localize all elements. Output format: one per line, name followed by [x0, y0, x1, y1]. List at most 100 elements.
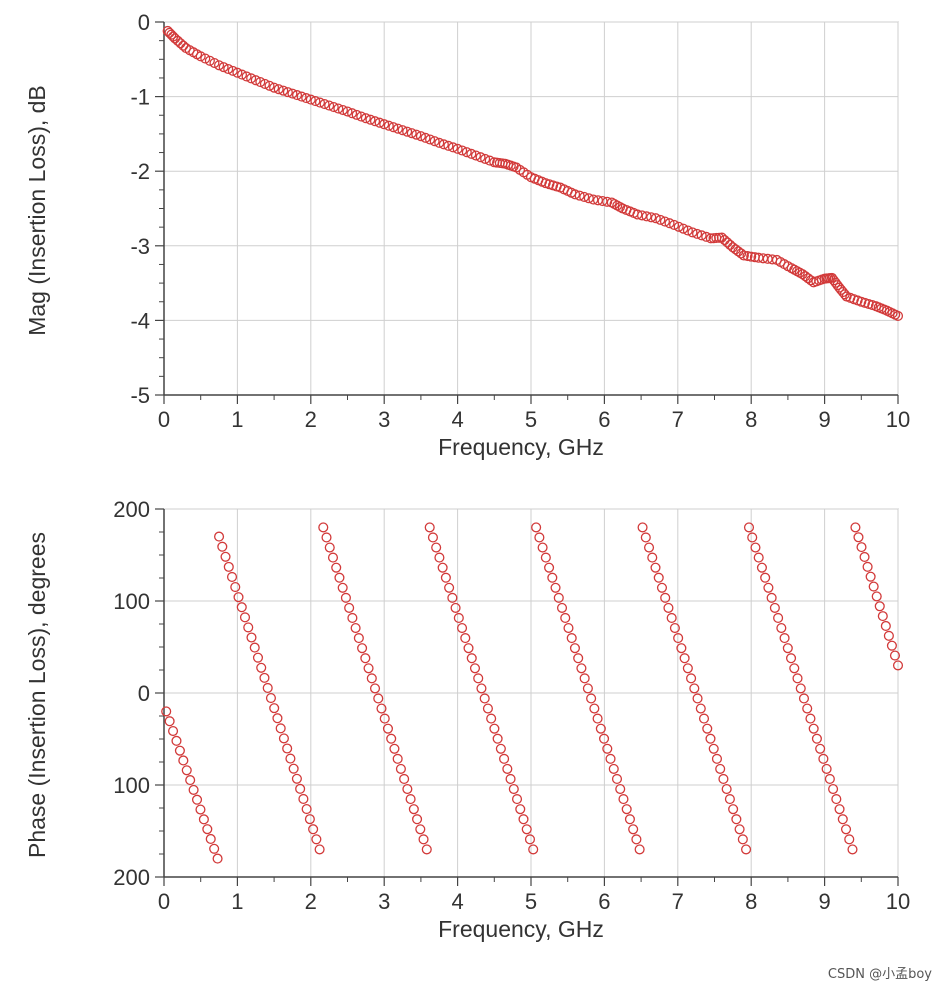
- data-point: [447, 592, 458, 603]
- x-tick-label: 2: [305, 407, 317, 432]
- data-point: [227, 65, 238, 76]
- data-point: [605, 753, 616, 764]
- data-point: [275, 723, 286, 734]
- data-point: [805, 713, 816, 724]
- data-point: [304, 814, 315, 825]
- data-point: [742, 251, 753, 262]
- data-point: [272, 713, 283, 724]
- x-tick-label: 4: [451, 889, 463, 914]
- data-point: [282, 743, 293, 754]
- y-tick-label: 100: [113, 589, 150, 614]
- data-point: [811, 733, 822, 744]
- data-point: [785, 653, 797, 664]
- data-point: [466, 148, 477, 159]
- data-point: [463, 643, 474, 654]
- data-point: [202, 824, 213, 835]
- data-point: [232, 67, 243, 78]
- data-point: [815, 743, 826, 754]
- data-point: [592, 713, 603, 724]
- data-point: [191, 794, 203, 805]
- data-point: [476, 683, 487, 694]
- x-tick-label: 1: [231, 889, 243, 914]
- data-point: [678, 223, 689, 234]
- tick-labels: 0 1 2 3 4 5 6 7 8 9 10 200 100 0 100 200: [113, 497, 910, 914]
- data-point: [874, 601, 885, 612]
- data-point: [760, 572, 771, 583]
- data-point: [310, 96, 321, 107]
- data-point: [608, 763, 619, 774]
- x-tick-label: 3: [378, 889, 390, 914]
- data-point: [243, 622, 254, 633]
- data-point: [834, 804, 845, 815]
- data-point: [388, 122, 399, 133]
- x-tick-label: 2: [305, 889, 317, 914]
- data-point: [728, 804, 739, 815]
- data-point: [452, 143, 463, 154]
- data-point: [856, 542, 867, 553]
- data-point: [664, 218, 675, 229]
- data-point: [569, 189, 581, 200]
- data-point: [682, 663, 693, 674]
- data-point: [692, 228, 703, 239]
- data-point: [265, 692, 277, 704]
- data-point: [505, 773, 516, 785]
- data-point: [246, 632, 257, 643]
- data-point: [660, 592, 671, 603]
- data-point: [379, 713, 390, 724]
- data-point: [886, 640, 897, 651]
- data-point: [556, 602, 568, 613]
- data-point: [337, 582, 348, 593]
- data-point: [877, 611, 888, 622]
- data-point: [631, 834, 642, 845]
- data-point: [701, 231, 712, 242]
- data-point: [828, 783, 839, 795]
- data-point: [252, 652, 264, 663]
- tick-labels: 0 1 2 3 4 5 6 7 8 9 10 0 -1 -2 -3 -4 -5: [130, 10, 910, 432]
- y-tick-label: 200: [113, 865, 150, 890]
- data-point: [650, 562, 661, 573]
- data-point: [418, 834, 429, 845]
- data-point: [743, 522, 755, 533]
- data-point: [818, 753, 829, 764]
- data-point: [738, 250, 749, 261]
- data-point: [209, 57, 220, 69]
- data-point: [198, 814, 209, 825]
- data-point: [473, 673, 484, 684]
- data-point: [731, 814, 742, 825]
- data-point: [447, 142, 459, 153]
- data-point: [659, 216, 671, 227]
- data-point: [365, 114, 376, 125]
- data-point: [344, 602, 355, 613]
- data-point: [250, 75, 261, 86]
- data-point: [769, 602, 780, 613]
- data-point: [278, 733, 289, 744]
- data-point: [656, 582, 668, 593]
- data-point: [576, 663, 587, 674]
- data-point: [589, 703, 600, 714]
- data-point: [618, 794, 629, 805]
- data-point: [427, 532, 438, 543]
- data-point: [402, 783, 413, 795]
- data-point: [679, 653, 690, 664]
- data-point: [621, 804, 632, 815]
- data-point: [486, 713, 497, 724]
- y-tick-label: -1: [130, 85, 150, 110]
- data-point: [269, 703, 280, 714]
- data-point: [643, 542, 655, 553]
- data-point: [499, 753, 510, 764]
- data-point: [334, 572, 345, 583]
- data-point: [650, 213, 661, 224]
- data-point: [421, 844, 432, 855]
- data-point: [831, 794, 842, 805]
- data-point: [392, 753, 403, 764]
- data-point: [406, 128, 417, 139]
- data-point: [673, 221, 684, 232]
- data-point: [862, 561, 873, 572]
- data-point: [431, 542, 442, 553]
- x-tick-label: 8: [745, 407, 757, 432]
- data-point: [379, 119, 390, 130]
- data-point: [395, 763, 406, 774]
- data-point: [798, 693, 810, 704]
- data-point: [889, 650, 901, 661]
- data-point: [595, 723, 606, 734]
